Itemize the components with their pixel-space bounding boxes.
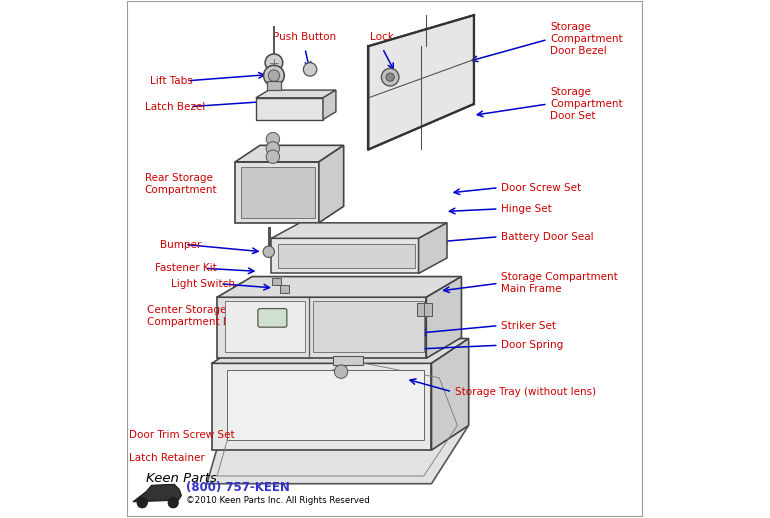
Text: Latch Bezel: Latch Bezel xyxy=(145,102,205,111)
Circle shape xyxy=(386,73,394,81)
Polygon shape xyxy=(256,90,336,98)
Text: Push Button: Push Button xyxy=(273,32,336,42)
Polygon shape xyxy=(212,363,431,450)
Circle shape xyxy=(303,63,316,76)
Circle shape xyxy=(137,498,147,508)
Polygon shape xyxy=(225,301,305,352)
Polygon shape xyxy=(241,167,315,218)
Circle shape xyxy=(334,365,348,378)
Text: Door Spring: Door Spring xyxy=(501,340,564,350)
Text: Center Storage
Compartment Lens: Center Storage Compartment Lens xyxy=(147,305,247,327)
Polygon shape xyxy=(235,146,343,162)
Text: (800) 757-KEEN: (800) 757-KEEN xyxy=(186,481,290,494)
Polygon shape xyxy=(427,277,461,358)
Text: Battery Door Seal: Battery Door Seal xyxy=(501,232,594,242)
Polygon shape xyxy=(323,90,336,120)
Bar xyxy=(272,278,281,285)
Bar xyxy=(280,285,289,293)
Polygon shape xyxy=(227,370,424,440)
Text: Latch Retainer: Latch Retainer xyxy=(129,453,205,463)
Text: Storage
Compartment
Door Set: Storage Compartment Door Set xyxy=(551,87,623,121)
FancyBboxPatch shape xyxy=(258,309,287,327)
Text: Bumper: Bumper xyxy=(160,239,202,250)
Circle shape xyxy=(263,246,274,257)
Circle shape xyxy=(381,68,399,86)
Circle shape xyxy=(266,150,280,163)
Text: Lift Tabs: Lift Tabs xyxy=(150,76,192,86)
Text: Lock: Lock xyxy=(370,32,394,42)
Circle shape xyxy=(263,65,284,86)
Circle shape xyxy=(265,54,283,71)
Polygon shape xyxy=(256,98,323,120)
Polygon shape xyxy=(271,238,419,274)
Polygon shape xyxy=(313,301,424,352)
Text: Door Trim Screw Set: Door Trim Screw Set xyxy=(129,429,235,440)
Circle shape xyxy=(268,70,280,81)
Text: Storage
Compartment
Door Bezel: Storage Compartment Door Bezel xyxy=(551,22,623,56)
Text: Storage Tray (without lens): Storage Tray (without lens) xyxy=(455,387,596,397)
Bar xyxy=(424,304,432,316)
Polygon shape xyxy=(235,162,319,223)
Polygon shape xyxy=(207,355,467,484)
Text: Striker Set: Striker Set xyxy=(501,321,556,330)
Text: Light Switch: Light Switch xyxy=(171,279,235,289)
Text: Rear Storage
Compartment: Rear Storage Compartment xyxy=(145,173,217,195)
Polygon shape xyxy=(133,484,182,502)
Circle shape xyxy=(266,142,280,155)
Polygon shape xyxy=(431,339,469,450)
Circle shape xyxy=(266,133,280,146)
Polygon shape xyxy=(369,15,474,150)
Text: Storage Compartment
Main Frame: Storage Compartment Main Frame xyxy=(501,272,618,294)
Text: Hinge Set: Hinge Set xyxy=(501,204,552,214)
Polygon shape xyxy=(271,223,447,238)
Polygon shape xyxy=(319,146,343,223)
Bar xyxy=(417,304,425,316)
Polygon shape xyxy=(419,223,447,274)
Text: Keen Parts: Keen Parts xyxy=(146,472,217,485)
Text: ©2010 Keen Parts Inc. All Rights Reserved: ©2010 Keen Parts Inc. All Rights Reserve… xyxy=(186,496,370,505)
Bar xyxy=(333,355,363,365)
Polygon shape xyxy=(217,277,461,297)
Polygon shape xyxy=(212,339,469,363)
Bar xyxy=(267,81,280,90)
Polygon shape xyxy=(277,243,415,268)
Polygon shape xyxy=(217,297,427,358)
Circle shape xyxy=(168,498,179,508)
Text: Fastener Kit: Fastener Kit xyxy=(155,263,217,274)
Text: Door Screw Set: Door Screw Set xyxy=(501,183,581,193)
